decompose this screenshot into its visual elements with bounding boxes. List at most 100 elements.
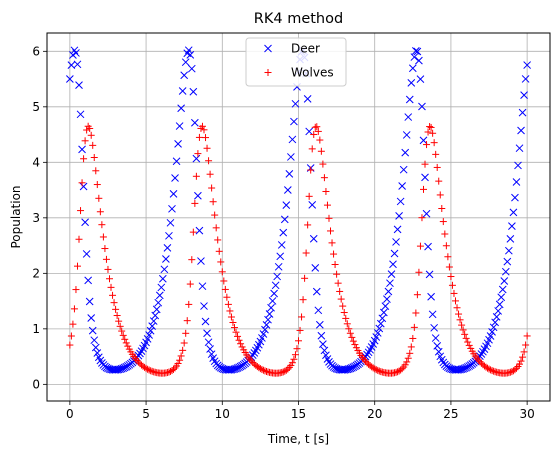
- deer-point: [389, 260, 397, 269]
- y-axis-label: Population: [9, 185, 23, 248]
- wolves-point: [340, 309, 348, 317]
- wolves-point: [218, 268, 226, 276]
- deer-point: [447, 365, 455, 373]
- wolves-point: [476, 358, 484, 366]
- deer-point: [456, 365, 464, 374]
- deer-point: [363, 350, 371, 359]
- deer-point: [157, 283, 166, 292]
- deer-point: [491, 318, 499, 327]
- deer-point: [181, 58, 190, 67]
- wolves-point: [198, 122, 206, 130]
- deer-point: [261, 325, 269, 334]
- wolves-point: [523, 332, 531, 340]
- wolves-point: [432, 150, 440, 158]
- deer-point: [343, 365, 352, 374]
- wolves-point: [148, 367, 156, 375]
- wolves-point: [256, 365, 264, 373]
- deer-point: [285, 170, 294, 178]
- deer-point: [200, 302, 208, 310]
- deer-point: [477, 350, 486, 358]
- wolves-point: [205, 157, 213, 165]
- wolves-point: [279, 368, 287, 376]
- wolves-point: [336, 287, 344, 295]
- wolves-point: [448, 281, 456, 289]
- wolves-point: [328, 239, 336, 247]
- deer-point: [523, 61, 531, 69]
- deer-point: [194, 191, 202, 200]
- deer-point: [186, 51, 195, 59]
- x-tick-label: 10: [215, 407, 230, 421]
- deer-point: [395, 212, 403, 220]
- wolves-point: [261, 367, 269, 375]
- wolves-point: [429, 129, 437, 137]
- deer-point: [187, 64, 196, 73]
- deer-point: [198, 282, 207, 291]
- wolves-point: [77, 207, 85, 215]
- wolves-point: [189, 228, 197, 236]
- wolves-point: [461, 330, 469, 338]
- wolves-point: [202, 134, 210, 142]
- wolves-point: [259, 366, 267, 374]
- deer-point: [113, 365, 121, 374]
- wolves-point: [298, 313, 306, 321]
- deer-point: [88, 326, 97, 335]
- wolves-point: [316, 136, 324, 144]
- wolves-point: [439, 218, 447, 226]
- wolves-point: [348, 333, 356, 341]
- wolves-point: [322, 187, 330, 195]
- wolves-point: [362, 357, 370, 365]
- deer-point: [381, 302, 390, 310]
- legend-wolves-plus: [264, 69, 272, 76]
- deer-point: [66, 75, 74, 83]
- deer-point: [517, 126, 525, 135]
- wolves-point: [235, 336, 243, 344]
- wolves-point: [69, 320, 77, 328]
- deer-point: [521, 75, 530, 83]
- wolves-point: [522, 341, 530, 349]
- wolves-point: [109, 291, 117, 299]
- deer-point: [341, 365, 350, 374]
- wolves-point: [299, 296, 307, 304]
- wolves-point: [308, 145, 316, 153]
- deer-point: [405, 95, 414, 104]
- y-tick-label: 3: [32, 211, 40, 225]
- deer-point: [280, 215, 289, 224]
- wolves-point: [416, 242, 424, 250]
- wolves-point: [301, 274, 309, 282]
- wolves-point: [305, 192, 313, 200]
- wolves-point: [214, 236, 222, 244]
- wolves-point: [220, 277, 228, 285]
- deer-point: [162, 255, 170, 263]
- wolves-point: [319, 160, 327, 168]
- wolves-point: [511, 366, 519, 374]
- wolves-point: [418, 214, 426, 222]
- deer-point: [489, 323, 498, 332]
- wolves-point: [374, 366, 382, 374]
- wolves-point: [337, 295, 345, 303]
- wolves-point: [462, 334, 470, 342]
- x-tick-label: 25: [443, 407, 458, 421]
- wolves-point: [116, 322, 124, 330]
- wolves-point: [291, 351, 299, 359]
- deer-point: [380, 308, 388, 317]
- wolves-point: [323, 201, 331, 209]
- deer-point: [303, 95, 312, 103]
- legend-deer-marker: [264, 44, 272, 53]
- wolves-point: [419, 185, 427, 193]
- deer-point: [407, 79, 416, 87]
- wolves-point: [392, 368, 400, 376]
- deer-point: [195, 226, 204, 235]
- wolves-point: [112, 305, 120, 313]
- deer-point: [190, 118, 199, 127]
- deer-point: [158, 274, 167, 283]
- deer-point: [415, 56, 423, 65]
- deer-point: [425, 270, 434, 279]
- y-tick-label: 1: [32, 322, 40, 336]
- wolves-point: [352, 344, 360, 352]
- wolves-point: [445, 263, 453, 271]
- wolves-point: [458, 321, 466, 329]
- deer-point: [315, 320, 324, 329]
- wolves-point: [295, 337, 302, 345]
- deer-point: [340, 365, 349, 374]
- wolves-point: [203, 144, 211, 152]
